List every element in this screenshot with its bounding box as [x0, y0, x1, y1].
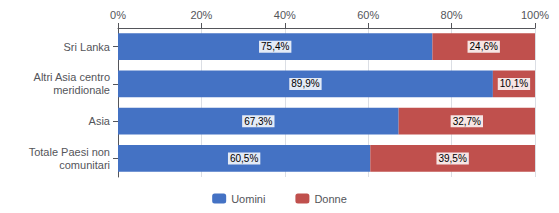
svg-text:meridionale: meridionale	[53, 84, 110, 96]
svg-text:24,6%: 24,6%	[470, 41, 498, 52]
svg-text:Altri Asia centro: Altri Asia centro	[34, 71, 110, 83]
svg-text:comunitari: comunitari	[59, 159, 110, 171]
svg-text:80%: 80%	[441, 9, 463, 21]
svg-text:60%: 60%	[357, 9, 379, 21]
svg-text:89,9%: 89,9%	[291, 78, 319, 89]
svg-text:20%: 20%	[190, 9, 212, 21]
svg-text:67,3%: 67,3%	[244, 116, 272, 127]
svg-text:75,4%: 75,4%	[261, 41, 289, 52]
svg-text:39,5%: 39,5%	[438, 153, 466, 164]
svg-text:Totale Paesi non: Totale Paesi non	[29, 146, 110, 158]
svg-text:Sri Lanka: Sri Lanka	[64, 41, 111, 53]
svg-text:60,5%: 60,5%	[230, 153, 258, 164]
svg-text:0%: 0%	[110, 9, 126, 21]
svg-text:Asia: Asia	[89, 115, 111, 127]
svg-text:32,7%: 32,7%	[453, 116, 481, 127]
svg-text:Uomini: Uomini	[231, 193, 265, 205]
svg-text:100%: 100%	[521, 9, 549, 21]
svg-text:40%: 40%	[274, 9, 296, 21]
svg-text:Donne: Donne	[314, 193, 346, 205]
svg-text:10,1%: 10,1%	[500, 78, 528, 89]
